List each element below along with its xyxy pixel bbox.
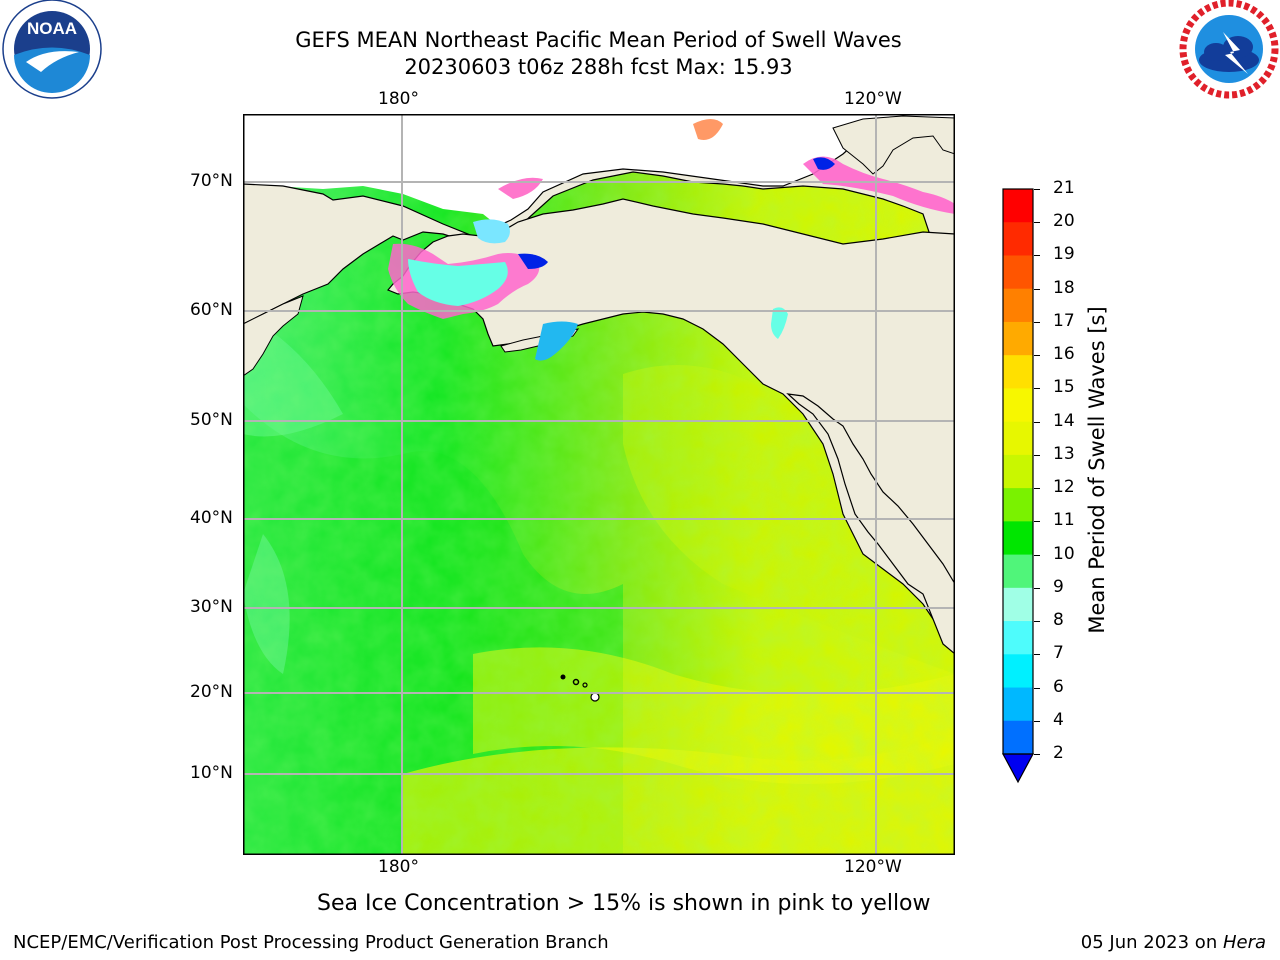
colorbar-bin xyxy=(1003,421,1033,456)
colorbar-bin xyxy=(1003,222,1033,256)
colorbar-tick-label: 12 xyxy=(1053,477,1075,498)
colorbar-tick-mark xyxy=(1034,454,1040,456)
colorbar-tick-label: 18 xyxy=(1053,277,1075,298)
footer-date-text: 05 Jun 2023 on xyxy=(1080,932,1223,953)
colorbar-bin xyxy=(1003,554,1033,589)
colorbar-tick-label: 16 xyxy=(1053,344,1075,365)
colorbar-tick-mark xyxy=(1034,189,1040,190)
chart-subtitle: 20230603 t06z 288h fcst Max: 15.93 xyxy=(404,55,793,79)
colorbar-bin xyxy=(1003,255,1033,290)
chart-title: GEFS MEAN Northeast Pacific Mean Period … xyxy=(295,28,902,52)
colorbar-tick-label: 14 xyxy=(1053,410,1075,431)
colorbar-bin xyxy=(1003,720,1033,755)
colorbar-tick-mark xyxy=(1034,621,1040,623)
colorbar-bin xyxy=(1003,454,1033,489)
colorbar-bin xyxy=(1003,587,1033,622)
lat-label-70n: 70°N xyxy=(190,171,233,191)
colorbar-tick-label: 21 xyxy=(1053,178,1075,198)
colorbar-bin xyxy=(1003,321,1033,356)
colorbar-tick-mark xyxy=(1034,720,1040,722)
colorbar-tick-mark xyxy=(1034,388,1040,390)
lat-label-60n: 60°N xyxy=(190,300,233,320)
colorbar-tick-mark xyxy=(1034,321,1040,323)
colorbar-bin xyxy=(1003,288,1033,323)
nws-logo xyxy=(1178,0,1280,102)
colorbar-tick-label: 7 xyxy=(1053,643,1064,664)
footer-host: Hera xyxy=(1222,932,1266,953)
colorbar-tick-mark xyxy=(1034,488,1040,490)
colorbar-tick-mark xyxy=(1034,255,1040,257)
footer-date: 05 Jun 2023 on Hera xyxy=(1081,932,1266,953)
lat-label-10n: 10°N xyxy=(190,763,233,783)
colorbar-tick-label: 9 xyxy=(1053,576,1064,597)
colorbar-bin xyxy=(1003,388,1033,423)
colorbar-tick-label: 15 xyxy=(1053,377,1075,398)
colorbar-tick-label: 2 xyxy=(1053,743,1064,763)
colorbar-tick-label: 13 xyxy=(1053,443,1075,464)
colorbar-tick-mark xyxy=(1034,521,1040,523)
colorbar-bin xyxy=(1003,521,1033,556)
map-canvas xyxy=(243,114,955,855)
colorbar-tick-label: 10 xyxy=(1053,543,1075,564)
colorbar-tick-label: 6 xyxy=(1053,676,1064,697)
colorbar-bin xyxy=(1003,621,1033,655)
sea-ice-caption: Sea Ice Concentration > 15% is shown in … xyxy=(317,891,931,916)
colorbar-ticks: 21 20 19 18 17 16 15 14 13 12 11 10 9 8 7 6 4 2 xyxy=(1034,178,1104,768)
lon-label-top-180: 180° xyxy=(378,89,419,109)
colorbar-tick-mark xyxy=(1034,687,1040,689)
lon-label-top-120w: 120°W xyxy=(844,89,902,109)
colorbar-tick-mark xyxy=(1034,554,1040,556)
lat-label-30n: 30°N xyxy=(190,597,233,617)
colorbar-tick-mark xyxy=(1034,421,1040,423)
colorbar-tick-mark xyxy=(1034,754,1040,755)
svg-text:NOAA: NOAA xyxy=(27,19,77,38)
colorbar-tick-label: 20 xyxy=(1053,211,1075,232)
colorbar-tick-mark xyxy=(1034,355,1040,357)
colorbar-bin xyxy=(1003,654,1033,689)
colorbar-tick-label: 4 xyxy=(1053,709,1064,730)
colorbar-extend-triangle xyxy=(1001,753,1035,784)
colorbar-bin xyxy=(1003,687,1033,722)
footer-branch: NCEP/EMC/Verification Post Processing Pr… xyxy=(13,932,609,953)
colorbar-tick-label: 19 xyxy=(1053,244,1075,265)
colorbar-bin xyxy=(1003,488,1033,522)
colorbar-tick-label: 17 xyxy=(1053,310,1075,331)
colorbar-tick-label: 8 xyxy=(1053,610,1064,631)
colorbar-bins xyxy=(1001,188,1035,784)
colorbar-tick-mark xyxy=(1034,587,1040,589)
colorbar xyxy=(1001,188,1035,784)
colorbar-tick-label: 11 xyxy=(1053,510,1075,531)
noaa-logo: NOAA xyxy=(1,0,103,102)
colorbar-tick-mark xyxy=(1034,654,1040,656)
lat-label-40n: 40°N xyxy=(190,508,233,528)
lon-label-bottom-180: 180° xyxy=(378,857,419,877)
lon-label-bottom-120w: 120°W xyxy=(844,857,902,877)
colorbar-frame xyxy=(1002,188,1034,755)
lat-label-50n: 50°N xyxy=(190,410,233,430)
lat-label-20n: 20°N xyxy=(190,682,233,702)
colorbar-label: Mean Period of Swell Waves [s] xyxy=(1085,306,1109,634)
colorbar-bin xyxy=(1003,189,1033,223)
colorbar-tick-mark xyxy=(1034,222,1040,224)
colorbar-bin xyxy=(1003,355,1033,389)
colorbar-tick-mark xyxy=(1034,288,1040,290)
map-panel xyxy=(243,114,955,855)
